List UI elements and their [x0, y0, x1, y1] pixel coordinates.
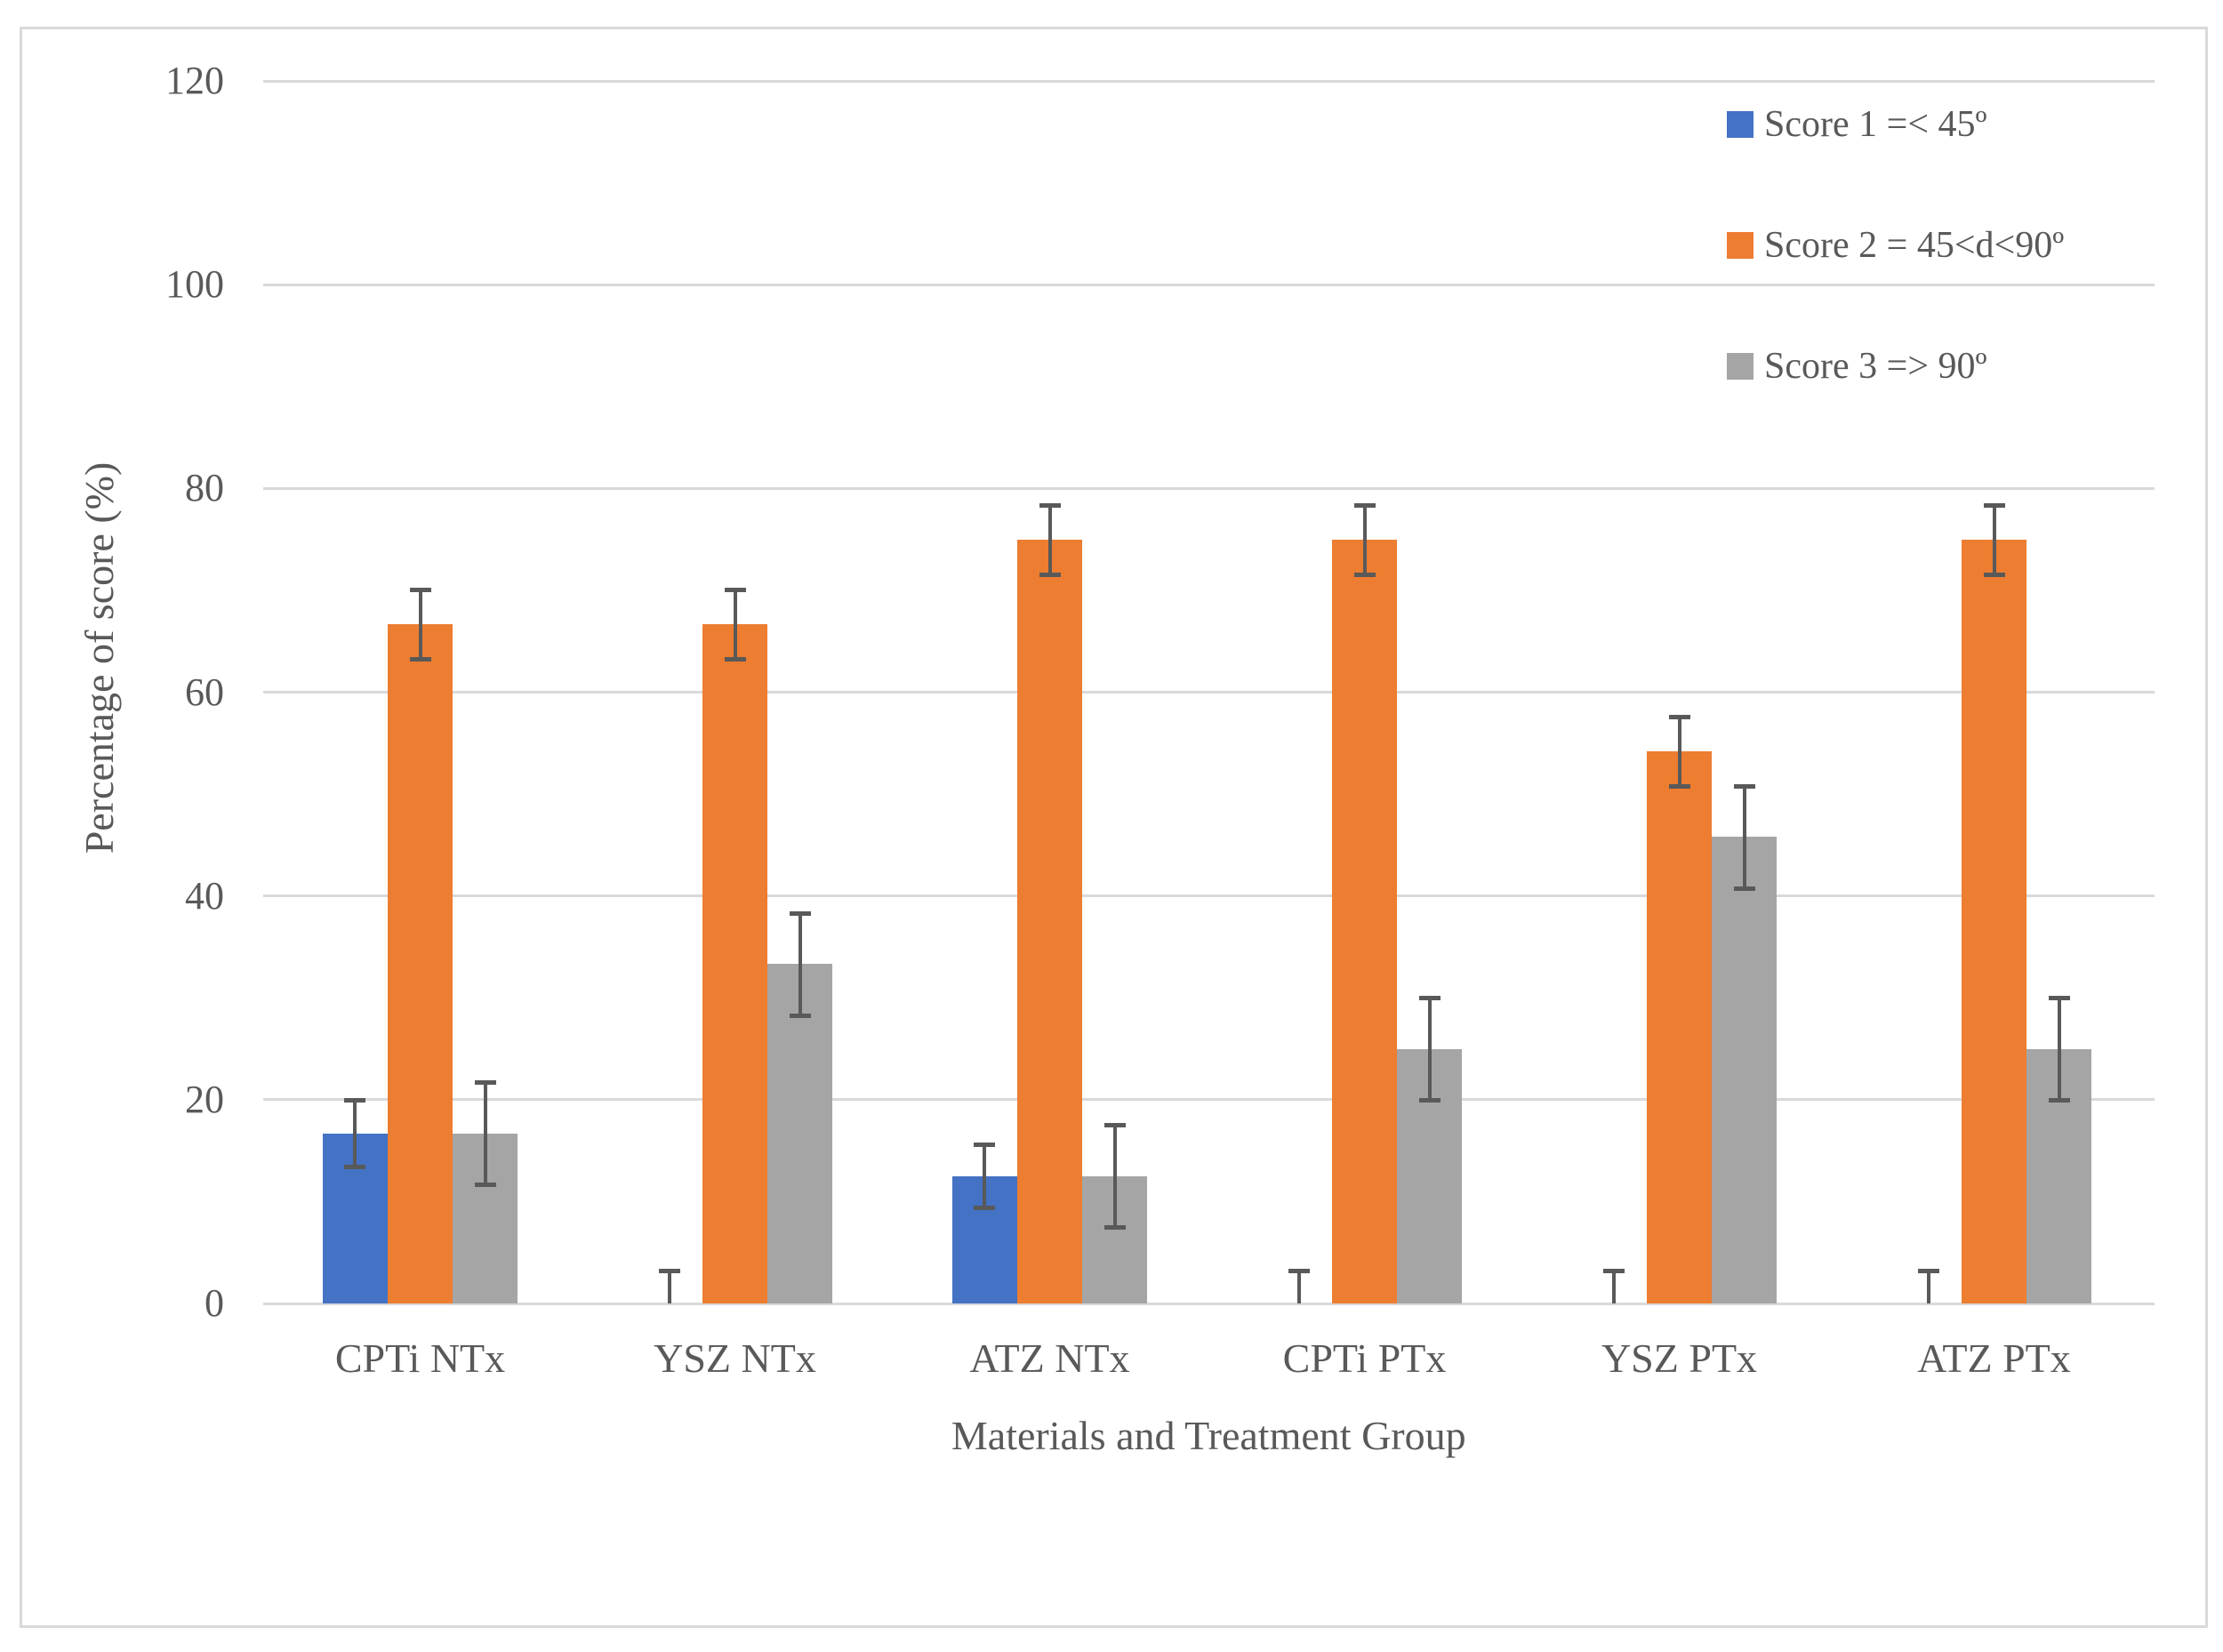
y-tick-label-60: 60	[185, 670, 224, 714]
error-bar-stem	[1677, 717, 1681, 786]
error-bar-cap-top	[1103, 1123, 1126, 1128]
legend-swatch-score3	[1727, 353, 1754, 380]
x-category-label-ysz-ptx: YSZ PTx	[1601, 1335, 1758, 1381]
bar-series2-cpti-ptx	[1331, 539, 1398, 1303]
gridline-100	[262, 283, 2155, 286]
gridline-0	[262, 1302, 2155, 1305]
gridline-20	[262, 1098, 2155, 1102]
error-bar-cap-bottom	[1733, 886, 1755, 891]
error-bar-cap-top	[1918, 1269, 1940, 1274]
error-bar-cap-bottom	[1418, 1097, 1441, 1103]
error-bar-cap-top	[659, 1269, 681, 1274]
error-bar-stem	[1297, 1271, 1302, 1303]
y-tick-label-80: 80	[185, 466, 224, 510]
error-bar-cap-bottom	[974, 1206, 996, 1211]
error-bar-cap-bottom	[789, 1013, 811, 1018]
error-bar-cap-top	[409, 587, 431, 592]
x-category-label-ysz-ntx: YSZ NTx	[654, 1335, 816, 1381]
x-category-label-cpti-ntx: CPTi NTx	[334, 1335, 506, 1381]
error-bar-stem	[2057, 998, 2061, 1100]
error-bar-stem	[1427, 998, 1432, 1100]
error-bar-cap-top	[1353, 502, 1376, 508]
error-bar-cap-bottom	[1039, 572, 1061, 577]
error-bar-cap-bottom	[724, 656, 746, 662]
bar-series2-atz-ntx	[1016, 539, 1083, 1303]
error-bar-cap-bottom	[2048, 1097, 2070, 1103]
error-bar-cap-bottom	[474, 1182, 496, 1187]
bar-series2-atz-ptx	[1961, 539, 2027, 1303]
error-bar-stem	[798, 913, 802, 1015]
error-bar-stem	[983, 1144, 987, 1208]
chart-border-frame	[20, 27, 2208, 1628]
error-bar-cap-top	[789, 911, 811, 917]
gridline-60	[262, 691, 2155, 694]
bar-series2-ysz-ptx	[1646, 750, 1713, 1303]
error-bar-cap-bottom	[1103, 1225, 1126, 1231]
gridline-40	[262, 894, 2155, 898]
legend-item-score2: Score 2 = 45<d<90º	[1727, 227, 2064, 264]
legend-item-score3: Score 3 => 90º	[1727, 348, 1987, 385]
x-category-label-cpti-ptx: CPTi PTx	[1282, 1335, 1447, 1381]
error-bar-stem	[1927, 1271, 1931, 1303]
error-bar-cap-bottom	[1983, 572, 2005, 577]
error-bar-cap-bottom	[344, 1165, 366, 1170]
error-bar-cap-top	[1603, 1269, 1625, 1274]
y-tick-label-120: 120	[165, 59, 224, 103]
error-bar-stem	[733, 589, 737, 659]
error-bar-cap-bottom	[409, 656, 431, 662]
error-bar-cap-top	[1418, 996, 1441, 1001]
legend-item-score1: Score 1 =< 45º	[1727, 106, 1987, 143]
legend-label-score2: Score 2 = 45<d<90º	[1764, 225, 2065, 266]
error-bar-cap-bottom	[1353, 572, 1376, 577]
error-bar-cap-top	[974, 1143, 996, 1148]
y-tick-label-0: 0	[205, 1281, 224, 1325]
error-bar-cap-top	[1983, 502, 2005, 508]
error-bar-cap-top	[1733, 783, 1755, 789]
x-category-label-atz-ptx: ATZ PTx	[1917, 1335, 2071, 1381]
bar-series2-ysz-ntx	[702, 623, 768, 1303]
error-bar-cap-bottom	[1668, 783, 1690, 789]
error-bar-stem	[1992, 504, 1996, 574]
x-category-label-atz-ntx: ATZ NTx	[969, 1335, 1130, 1381]
bar-series3-ysz-ntx	[767, 964, 833, 1303]
legend-label-score3: Score 3 => 90º	[1764, 346, 1987, 387]
bar-series2-cpti-ntx	[387, 623, 453, 1303]
error-bar-cap-top	[474, 1080, 496, 1086]
error-bar-stem	[418, 589, 422, 659]
error-bar-cap-top	[724, 587, 746, 592]
error-bar-cap-top	[2048, 996, 2070, 1001]
error-bar-stem	[353, 1099, 357, 1167]
error-bar-cap-top	[1288, 1269, 1311, 1274]
legend-swatch-score1	[1727, 111, 1754, 138]
error-bar-cap-top	[344, 1097, 366, 1103]
error-bar-stem	[668, 1271, 672, 1303]
bar-series3-ysz-ptx	[1712, 837, 1778, 1303]
error-bar-stem	[1742, 785, 1746, 888]
x-axis-title: Materials and Treatment Group	[951, 1413, 1466, 1458]
legend-swatch-score2	[1727, 232, 1754, 259]
error-bar-stem	[1112, 1125, 1117, 1228]
gridline-120	[262, 79, 2155, 83]
y-axis-title: Percentage of score (%)	[76, 461, 122, 854]
legend-label-score1: Score 1 =< 45º	[1764, 104, 1987, 145]
error-bar-cap-top	[1668, 715, 1690, 720]
error-bar-cap-top	[1039, 502, 1061, 508]
y-tick-label-20: 20	[185, 1077, 224, 1121]
error-bar-stem	[1362, 504, 1367, 574]
error-bar-stem	[483, 1082, 487, 1184]
gridline-80	[262, 486, 2155, 490]
y-tick-label-100: 100	[165, 262, 224, 307]
error-bar-stem	[1612, 1271, 1617, 1303]
error-bar-stem	[1047, 504, 1052, 574]
y-tick-label-40: 40	[185, 873, 224, 918]
